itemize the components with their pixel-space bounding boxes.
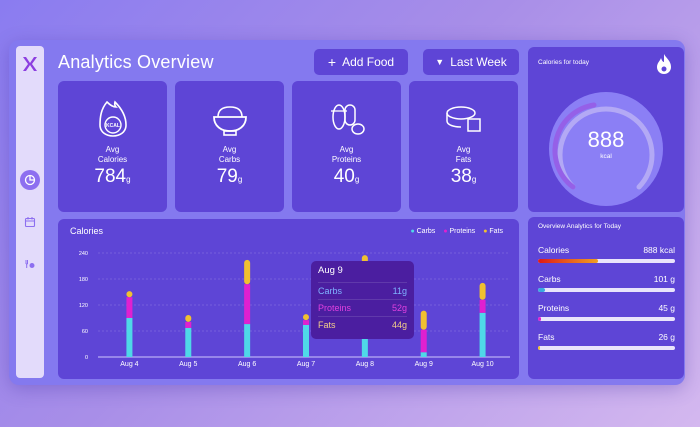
- svg-text:Aug 4: Aug 4: [120, 361, 138, 368]
- calories-today-value: 888: [587, 127, 625, 152]
- chart-title: Calories: [70, 226, 104, 236]
- period-dropdown[interactable]: ▼ Last Week: [423, 49, 519, 75]
- svg-text:240: 240: [79, 251, 88, 257]
- cheese-icon: [445, 106, 481, 132]
- stat-value: 38g: [450, 166, 477, 187]
- fish-egg-icon: [330, 104, 365, 135]
- overview-today-card: Overview Analytics for Today Calories 888…: [528, 217, 684, 379]
- overview-row-proteins: Proteins 45 g: [538, 303, 675, 321]
- stat-card-carbs: Avg Carbs 79g: [175, 81, 284, 212]
- stacked-bar-chart[interactable]: 0 60 120 180 240 Aug 4 Aug 5 Aug 6 Aug 7 Aug 8 Aug…: [58, 219, 519, 379]
- svg-text:Aug 5: Aug 5: [179, 361, 197, 368]
- calories-chart-card: Calories ● Carbs ● Proteins ● Fats 0 60 12…: [58, 219, 519, 379]
- sidebar-item-analytics[interactable]: [20, 170, 40, 190]
- svg-text:Aug 8: Aug 8: [356, 361, 374, 368]
- svg-text:180: 180: [79, 277, 88, 283]
- stat-value: 40g: [333, 166, 360, 187]
- sidebar: [16, 46, 44, 378]
- stat-value: 784g: [94, 166, 131, 187]
- overview-row-carbs: Carbs 101 g: [538, 274, 675, 292]
- calories-today-card: Calories for today 888 kcal: [528, 47, 684, 212]
- stat-card-proteins: Avg Proteins 40g: [292, 81, 401, 212]
- kcal-icon: KCAL: [98, 100, 127, 137]
- logo-icon: [23, 57, 37, 71]
- svg-text:Aug 9: Aug 9: [415, 361, 433, 368]
- svg-text:Aug 6: Aug 6: [238, 361, 256, 368]
- sidebar-item-calendar[interactable]: [20, 212, 40, 232]
- stat-value: 79g: [216, 166, 243, 187]
- sidebar-item-food[interactable]: [20, 254, 40, 274]
- overview-row-fats: Fats 26 g: [538, 332, 675, 350]
- stat-card-calories: KCAL Avg Calories 784g: [58, 81, 167, 212]
- caret-down-icon: ▼: [435, 57, 445, 67]
- calendar-icon: [24, 217, 36, 228]
- pie-chart-icon: [24, 174, 36, 186]
- svg-text:0: 0: [85, 355, 88, 361]
- overview-row-calories: Calories 888 kcal: [538, 245, 675, 263]
- chart-legend: ● Carbs ● Proteins ● Fats: [410, 228, 503, 235]
- svg-text:Aug 10: Aug 10: [471, 361, 493, 368]
- food-icon: [25, 260, 35, 268]
- svg-text:Aug 7: Aug 7: [297, 361, 315, 368]
- svg-text:120: 120: [79, 303, 88, 309]
- calorie-gauge: [549, 92, 663, 206]
- rice-bowl-icon: [212, 106, 247, 136]
- plus-icon: +: [327, 54, 337, 70]
- stat-card-fats: Avg Fats 38g: [409, 81, 518, 212]
- svg-text:KCAL: KCAL: [106, 123, 120, 129]
- page-title: Analytics Overview: [58, 52, 214, 72]
- add-food-button[interactable]: + Add Food: [314, 49, 408, 75]
- flame-icon: [657, 54, 671, 74]
- svg-text:60: 60: [82, 329, 88, 335]
- chart-tooltip: Aug 9 Carbs 11g Proteins 52g Fats 44g: [311, 261, 414, 339]
